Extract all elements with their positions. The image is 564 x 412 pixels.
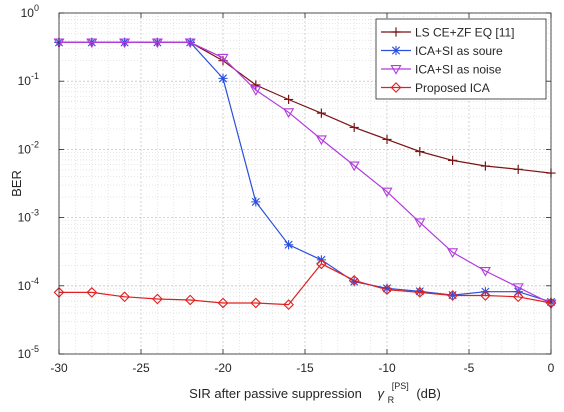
legend-marker	[391, 27, 401, 37]
legend-entry: ICA+SI as noise	[381, 63, 502, 77]
data-point	[86, 38, 98, 49]
x-tick-label: -15	[296, 361, 314, 375]
axis-ticks: -30 -25 -20 -15 -10 -5 0 10-5 10-4 10-3 10-2 10-1 10…	[18, 3, 555, 375]
x-axis-label-unit: (dB)	[416, 386, 441, 401]
data-point	[217, 53, 229, 64]
x-tick-label: 0	[548, 361, 555, 375]
data-point	[415, 286, 425, 296]
data-point	[284, 240, 294, 250]
legend-marker	[390, 82, 402, 93]
y-axis-label: BER	[9, 170, 24, 197]
x-axis-label-symbol: γ	[377, 386, 385, 401]
data-point	[316, 108, 326, 118]
legend-marker	[391, 45, 401, 56]
series-4	[53, 258, 557, 310]
data-point	[151, 38, 163, 49]
legend-entry: ICA+SI as soure	[381, 44, 503, 58]
data-point	[184, 38, 196, 49]
data-point	[381, 284, 393, 295]
data-point	[448, 155, 458, 165]
data-point	[480, 161, 490, 171]
x-axis-label-main: SIR after passive suppression	[189, 386, 362, 401]
data-point	[447, 248, 459, 258]
x-tick-label: -10	[378, 361, 396, 375]
data-point	[86, 287, 98, 298]
data-point	[348, 161, 360, 172]
data-point	[512, 283, 524, 294]
x-axis-label-subscript: R	[388, 395, 395, 405]
data-point	[251, 80, 261, 90]
x-tick-label: -30	[50, 361, 68, 375]
x-tick-label: -5	[464, 361, 475, 375]
series-layer	[53, 37, 557, 310]
x-tick-label: -25	[132, 361, 150, 375]
data-point	[316, 258, 327, 270]
data-point	[251, 197, 261, 207]
data-point	[250, 297, 262, 309]
legend-entry: LS CE+ZF EQ [11]	[381, 26, 514, 40]
data-point	[349, 122, 359, 133]
series-line	[59, 41, 552, 305]
data-point	[119, 38, 131, 49]
data-point	[382, 134, 392, 145]
data-point	[414, 218, 426, 229]
x-axis-label-superscript: [PS]	[392, 381, 409, 391]
data-point	[414, 287, 426, 298]
data-point	[283, 299, 294, 310]
legend-label: Proposed ICA	[415, 81, 490, 95]
data-point	[479, 266, 491, 277]
data-point	[512, 291, 524, 303]
legend-items: LS CE+ZF EQ [11] ICA+SI as soure ICA+SI as…	[381, 26, 514, 95]
y-tick-label: 10-2	[18, 139, 39, 156]
data-point	[218, 73, 228, 83]
data-point	[415, 146, 425, 157]
series-line	[59, 263, 552, 306]
series-3	[53, 38, 557, 310]
legend-label: ICA+SI as noise	[415, 63, 502, 77]
data-point	[348, 275, 360, 286]
data-point	[250, 86, 262, 96]
legend-entry: Proposed ICA	[381, 81, 490, 95]
data-point	[217, 297, 229, 309]
y-tick-label: 100	[21, 3, 39, 20]
data-point	[152, 293, 163, 305]
legend-label: LS CE+ZF EQ [11]	[415, 26, 514, 40]
data-point	[315, 135, 327, 146]
y-tick-label: 10-4	[18, 276, 39, 293]
legend-marker	[390, 65, 402, 75]
data-point	[283, 108, 295, 119]
data-point	[382, 283, 392, 293]
data-point	[381, 187, 393, 198]
y-tick-label: 10-5	[18, 344, 39, 361]
data-point	[349, 277, 359, 287]
x-axis-label: SIR after passive suppression γ R [PS] (…	[189, 377, 441, 406]
data-point	[480, 290, 491, 301]
x-tick-label: -20	[214, 361, 232, 375]
data-point	[184, 294, 196, 306]
y-tick-label: 10-3	[18, 208, 39, 225]
legend: LS CE+ZF EQ [11] ICA+SI as soure ICA+SI as…	[375, 18, 547, 100]
data-point	[447, 290, 458, 301]
legend-label: ICA+SI as soure	[415, 44, 503, 58]
data-point	[119, 291, 130, 303]
y-tick-label: 10-1	[18, 71, 39, 88]
data-point	[513, 164, 523, 174]
data-point	[284, 94, 294, 105]
